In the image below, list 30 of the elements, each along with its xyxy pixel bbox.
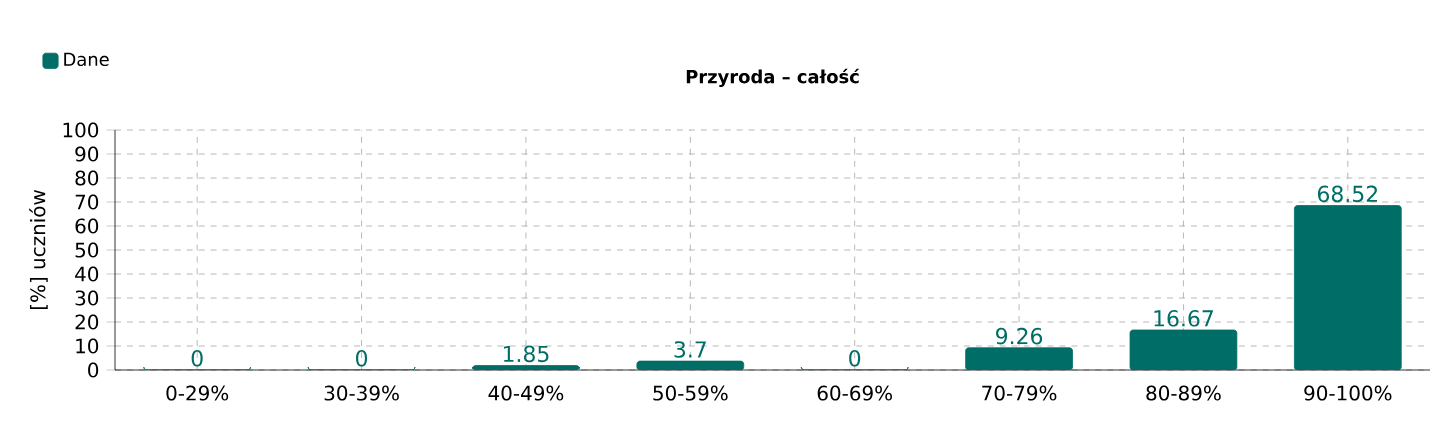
data-label: 0 <box>191 350 203 367</box>
y-tick-label: 10 <box>76 338 99 354</box>
y-tick-label: 70 <box>75 194 99 210</box>
data-label: 0 <box>356 350 368 367</box>
y-tick-label: 40 <box>75 266 99 282</box>
x-tick-label: 60-69% <box>817 385 892 401</box>
legend-label: Dane <box>64 52 109 67</box>
x-tick-label: 0-29% <box>166 385 229 401</box>
y-tick-label: 50 <box>75 242 99 258</box>
data-label: 0 <box>849 350 861 367</box>
x-tick-label: 50-59% <box>653 385 728 401</box>
data-label: 1.85 <box>503 345 549 363</box>
y-tick-label: 60 <box>75 218 99 234</box>
data-label: 9.26 <box>996 327 1043 345</box>
data-label: 16.67 <box>1154 310 1213 327</box>
x-tick-label: 30-39% <box>324 385 399 401</box>
x-tick-label: 70-79% <box>982 385 1057 401</box>
x-tick-label: 90-100% <box>1304 385 1392 401</box>
y-tick-label: 30 <box>75 290 99 306</box>
data-label: 68.52 <box>1317 185 1377 203</box>
y-tick-label: 90 <box>75 146 99 162</box>
y-tick-label: 80 <box>75 170 99 186</box>
x-tick-label: 40-49% <box>488 385 564 401</box>
x-tick-label: 80-89% <box>1146 385 1221 401</box>
chart-title: Przyroda – całość <box>686 68 860 88</box>
y-tick-label: 100 <box>63 122 99 138</box>
data-label: 3.7 <box>674 341 706 358</box>
y-axis-title: [%] uczniów <box>29 190 48 310</box>
y-tick-label: 20 <box>75 314 99 330</box>
y-tick-label: 0 <box>88 362 99 378</box>
